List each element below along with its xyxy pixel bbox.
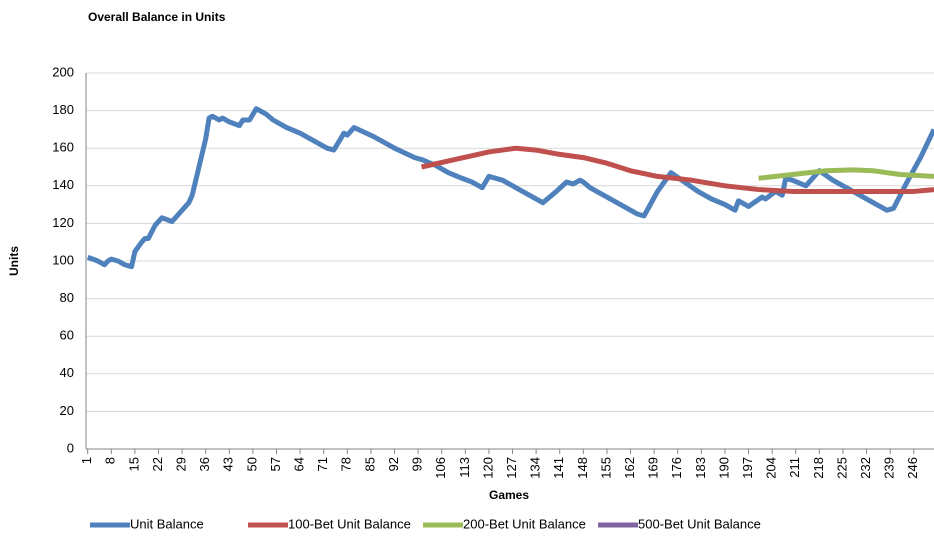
- x-tick-label: 183: [693, 457, 708, 479]
- x-tick-label: 22: [150, 457, 165, 471]
- y-tick-label: 0: [67, 440, 74, 455]
- y-axis-title: Units: [7, 246, 21, 276]
- x-tick-label: 113: [457, 457, 472, 478]
- y-tick-label: 160: [52, 140, 74, 155]
- x-tick-label: 29: [174, 457, 189, 471]
- x-tick-label: 239: [882, 457, 897, 479]
- y-tick-label: 200: [52, 64, 74, 79]
- legend-label: Unit Balance: [130, 516, 204, 531]
- y-tick-label: 100: [52, 252, 74, 267]
- x-tick-label: 71: [315, 457, 330, 471]
- x-tick-label: 204: [764, 457, 779, 479]
- x-tick-label: 148: [575, 457, 590, 479]
- x-tick-label: 15: [126, 457, 141, 471]
- x-tick-label: 211: [787, 457, 802, 478]
- x-tick-label: 50: [244, 457, 259, 471]
- series-line: [86, 106, 934, 270]
- x-tick-label: 57: [268, 457, 283, 471]
- x-tick-label: 8: [103, 457, 118, 464]
- y-tick-label: 20: [60, 403, 74, 418]
- y-tick-label: 140: [52, 177, 74, 192]
- x-tick-label: 36: [197, 457, 212, 471]
- x-tick-label: 225: [834, 457, 849, 479]
- y-tick-label: 60: [60, 328, 74, 343]
- x-tick-label: 43: [221, 457, 236, 471]
- x-tick-label: 78: [339, 457, 354, 471]
- x-tick-label: 92: [386, 457, 401, 471]
- series-line: [758, 167, 934, 181]
- x-tick-label: 141: [551, 457, 566, 479]
- x-tick-label: 106: [433, 457, 448, 479]
- x-tick-label: 120: [480, 457, 495, 479]
- x-axis-title: Games: [489, 488, 529, 502]
- x-tick-label: 169: [646, 457, 661, 479]
- chart-title: Overall Balance in Units: [88, 10, 226, 24]
- x-tick-label: 155: [598, 457, 613, 479]
- x-tick-label: 1: [79, 457, 94, 464]
- x-tick-label: 134: [528, 457, 543, 479]
- y-tick-label: 120: [52, 215, 74, 230]
- y-tick-label: 180: [52, 102, 74, 117]
- legend-label: 200-Bet Unit Balance: [463, 516, 586, 531]
- x-tick-label: 127: [504, 457, 519, 479]
- x-tick-label: 197: [740, 457, 755, 479]
- x-tick-label: 232: [858, 457, 873, 479]
- series-line: [420, 145, 934, 194]
- x-tick-label: 190: [716, 457, 731, 479]
- x-tick-label: 99: [410, 457, 425, 471]
- x-tick-label: 85: [362, 457, 377, 471]
- legend-label: 500-Bet Unit Balance: [638, 516, 761, 531]
- y-tick-label: 40: [60, 365, 74, 380]
- x-tick-label: 162: [622, 457, 637, 479]
- legend-label: 100-Bet Unit Balance: [288, 516, 411, 531]
- x-tick-label: 176: [669, 457, 684, 479]
- y-tick-label: 80: [60, 290, 74, 305]
- x-tick-label: 218: [811, 457, 826, 479]
- x-tick-label: 64: [292, 457, 307, 471]
- x-tick-label: 246: [905, 457, 920, 479]
